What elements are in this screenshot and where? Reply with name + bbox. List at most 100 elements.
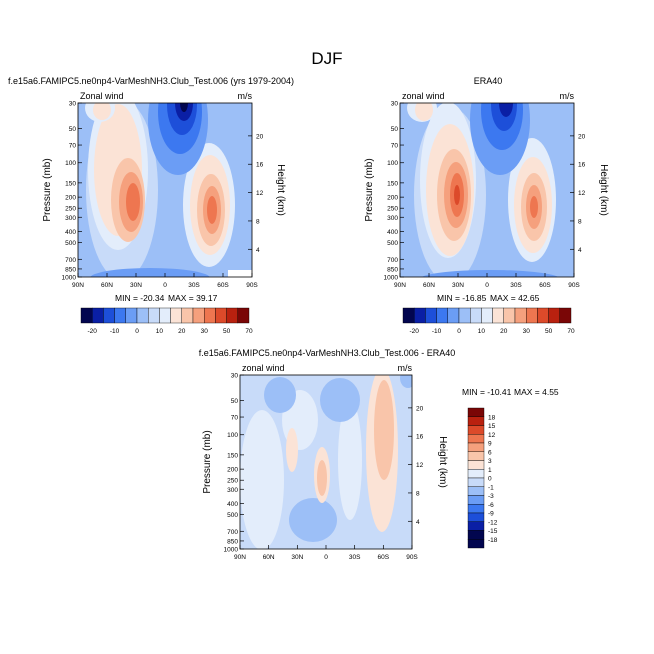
obs-easterly-band-4	[499, 103, 513, 117]
colorbar-difference-swatch	[467, 425, 485, 435]
model-height-tick-label: 20	[256, 133, 264, 140]
panel-obs-field-label: zonal wind	[402, 91, 445, 101]
model-ytick-label: 1000	[62, 275, 77, 282]
obs-xtick-label: 90S	[568, 282, 580, 289]
panel-model-ylabel: Pressure (mb)	[42, 158, 53, 221]
colorbar-obs-label: 0	[457, 328, 461, 335]
obs-ytick-label: 200	[387, 195, 398, 202]
panel-difference-units: m/s	[398, 363, 413, 373]
obs-height-tick-label: 8	[578, 218, 582, 225]
colorbar-difference: 18 15 12 96 3 1 0-1 -3 -6 -9-12 -15 -18	[467, 407, 498, 549]
model-ytick-label: 70	[69, 143, 77, 150]
colorbar-model-swatch	[192, 307, 205, 324]
model-easterly-band-5	[180, 103, 188, 112]
colorbar-obs-swatch	[526, 307, 538, 324]
panel-difference: f.e15a6.FAMIPC5.ne0np4-VarMeshNH3.Club_T…	[199, 348, 559, 561]
difference-ytick-label: 400	[227, 501, 238, 508]
model-ytick-label: 500	[65, 240, 76, 247]
obs-height-tick-label: 20	[578, 133, 586, 140]
colorbar-obs-swatch	[447, 307, 460, 324]
colorbar-model-swatch	[203, 307, 216, 324]
colorbar-obs-swatch	[425, 307, 437, 324]
obs-height-tick-label: 4	[578, 247, 582, 254]
panel-obs-max-label: MAX = 42.65	[490, 293, 540, 303]
model-xtick-label: 30S	[188, 282, 200, 289]
panel-model-min-label: MIN = -20.34	[115, 293, 165, 303]
difference-ytick-label: 850	[227, 538, 238, 545]
model-surface-patch	[228, 270, 252, 277]
colorbar-difference-label: 6	[488, 449, 492, 456]
colorbar-model-swatch	[136, 307, 149, 324]
obs-surface-negative	[421, 270, 559, 277]
difference-ytick-label: 30	[231, 373, 239, 380]
difference-sh-positive-2	[374, 380, 394, 480]
colorbar-model-swatch	[215, 307, 227, 324]
colorbar-obs-swatch	[514, 307, 527, 324]
model-band-positive-4	[126, 183, 140, 221]
colorbar-model: -20 -10 0 10 20 30 50 70	[80, 307, 253, 335]
panel-difference-min-label: MIN = -10.41	[462, 387, 512, 397]
panel-obs-contours	[400, 103, 574, 277]
colorbar-difference-swatch	[467, 451, 485, 461]
colorbar-difference-swatch	[467, 504, 485, 514]
colorbar-difference-swatch	[467, 407, 485, 417]
colorbar-difference-label: -12	[488, 519, 498, 526]
colorbar-difference-label: -6	[488, 502, 494, 509]
model-ytick-label: 100	[65, 160, 76, 167]
model-ytick-label: 250	[65, 206, 76, 213]
colorbar-model-label: -20	[87, 328, 97, 335]
difference-height-tick-label: 20	[416, 405, 424, 412]
panel-obs-min-label: MIN = -16.85	[437, 293, 487, 303]
colorbar-obs-swatch	[548, 307, 560, 324]
difference-ytick-label: 500	[227, 512, 238, 519]
difference-xtick-label: 60N	[263, 554, 275, 561]
obs-ytick-label: 850	[387, 266, 398, 273]
colorbar-model-swatch	[147, 307, 160, 324]
difference-xtick-label: 90S	[406, 554, 418, 561]
difference-nh-positive	[286, 428, 298, 472]
model-xtick-label: 60N	[101, 282, 113, 289]
colorbar-model-swatch	[181, 307, 194, 324]
colorbar-model-label: 30	[201, 328, 209, 335]
colorbar-model-label: 20	[178, 328, 186, 335]
model-ytick-label: 50	[69, 126, 77, 133]
obs-ytick-label: 250	[387, 206, 398, 213]
difference-xtick-label: 60S	[378, 554, 390, 561]
colorbar-model-swatch	[237, 307, 250, 324]
panel-difference-ylabel-right: Height (km)	[437, 436, 448, 488]
obs-ytick-label: 30	[391, 101, 399, 108]
difference-ytick-label: 100	[227, 432, 238, 439]
colorbar-model-swatch	[170, 307, 183, 324]
colorbar-model-swatch	[226, 307, 239, 324]
panel-obs: ERA40 zonal wind m/s 30 50 70 100 150	[364, 76, 609, 303]
difference-xtick-label: 90N	[234, 554, 246, 561]
difference-upper-sh-negative	[400, 375, 412, 388]
panel-obs-title: ERA40	[474, 76, 503, 86]
colorbar-difference-label: -3	[488, 493, 494, 500]
colorbar-difference-label: 1	[488, 467, 492, 474]
obs-height-tick-label: 16	[578, 162, 586, 169]
colorbar-difference-swatch	[467, 442, 485, 452]
obs-ytick-label: 70	[391, 143, 399, 150]
colorbar-difference-label: -9	[488, 511, 494, 518]
obs-ytick-label: 1000	[384, 275, 399, 282]
model-height-tick-label: 4	[256, 247, 260, 254]
panel-model-ylabel-right: Height (km)	[275, 164, 286, 216]
colorbar-model-swatch	[91, 307, 104, 324]
obs-ytick-label: 500	[387, 240, 398, 247]
model-height-tick-label: 12	[256, 190, 264, 197]
colorbar-difference-swatch	[467, 486, 485, 496]
colorbar-difference-swatch	[467, 539, 485, 549]
panel-model-axes: 305070100150200250300400500700850100090N…	[62, 101, 264, 290]
colorbar-difference-swatch	[467, 521, 485, 531]
colorbar-difference-swatch	[467, 495, 485, 505]
colorbar-difference-label: -1	[488, 484, 494, 491]
colorbar-obs-label: -20	[409, 328, 419, 335]
model-xtick-label: 60S	[217, 282, 229, 289]
model-ytick-label: 300	[65, 215, 76, 222]
obs-xtick-label: 30S	[510, 282, 522, 289]
colorbar-obs-label: -10	[432, 328, 442, 335]
obs-ytick-label: 150	[387, 180, 398, 187]
model-height-tick-label: 16	[256, 162, 264, 169]
difference-ytick-label: 200	[227, 467, 238, 474]
